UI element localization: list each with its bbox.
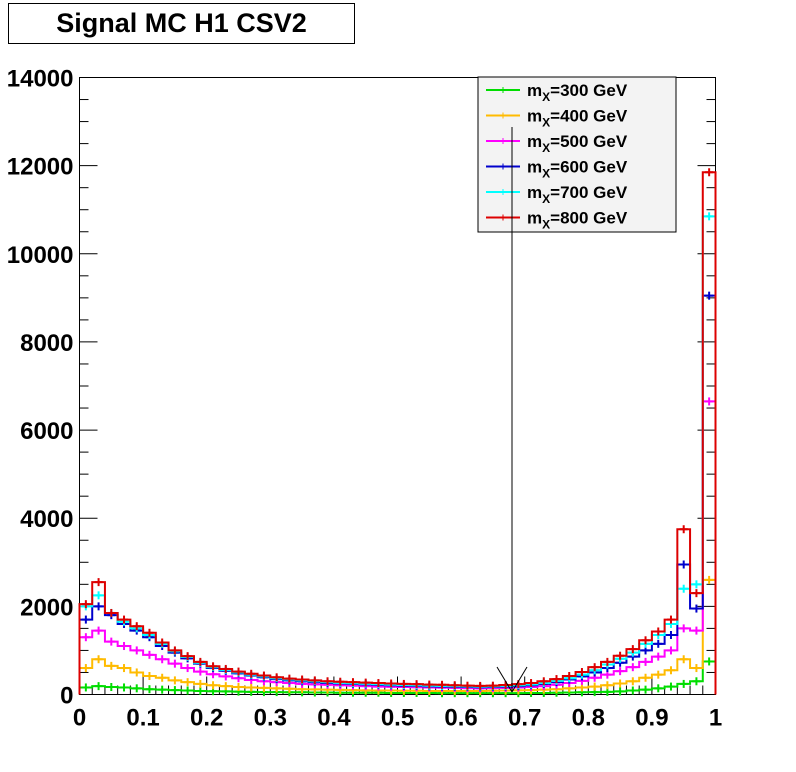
arrow-head-left <box>496 666 513 693</box>
legend-label: mX=300 GeV <box>527 81 628 104</box>
y-tick-label: 4000 <box>20 506 73 533</box>
x-tick-label: 0 <box>73 705 86 732</box>
y-tick-label: 14000 <box>7 66 74 93</box>
legend-label: mX=500 GeV <box>527 132 628 155</box>
y-tick-label: 8000 <box>20 330 73 357</box>
histogram-line <box>78 171 717 695</box>
tick-labels: 0 0.1 0.2 0.3 0.4 0.5 0.6 0.7 0.8 0.9 1 0 2000 4000 60… <box>7 66 722 732</box>
x-tick-label: 0.2 <box>190 705 223 732</box>
x-tick-label: 0.3 <box>254 705 287 732</box>
x-tick-label: 0.4 <box>317 705 351 732</box>
x-tick-label: 0.9 <box>635 705 668 732</box>
arrow-head-right <box>511 666 528 693</box>
histogram-line <box>78 294 717 695</box>
x-tick-label: 0.5 <box>381 705 414 732</box>
y-tick-label: 0 <box>60 683 73 710</box>
x-tick-label: 1 <box>709 705 722 732</box>
x-tick-label: 0.1 <box>126 705 159 732</box>
chart-title: Signal MC H1 CSV2 <box>8 3 355 44</box>
x-tick-label: 0.8 <box>572 705 605 732</box>
histogram-line <box>78 215 717 695</box>
y-tick-label: 12000 <box>7 154 74 181</box>
histogram-line <box>78 660 717 695</box>
x-tick-label: 0.6 <box>444 705 477 732</box>
legend-label: mX=800 GeV <box>527 209 628 232</box>
legend-label: mX=400 GeV <box>527 107 628 130</box>
legend-box <box>477 76 677 233</box>
arrow-annotation <box>496 127 528 693</box>
series-layer <box>78 168 717 698</box>
y-tick-label: 10000 <box>7 242 74 269</box>
histogram-line <box>78 400 717 695</box>
x-tick-label: 0.7 <box>508 705 541 732</box>
y-tick-label: 2000 <box>20 594 73 621</box>
legend-label: mX=600 GeV <box>527 158 628 181</box>
y-tick-label: 6000 <box>20 418 73 445</box>
legend-label: mX=700 GeV <box>527 183 628 206</box>
